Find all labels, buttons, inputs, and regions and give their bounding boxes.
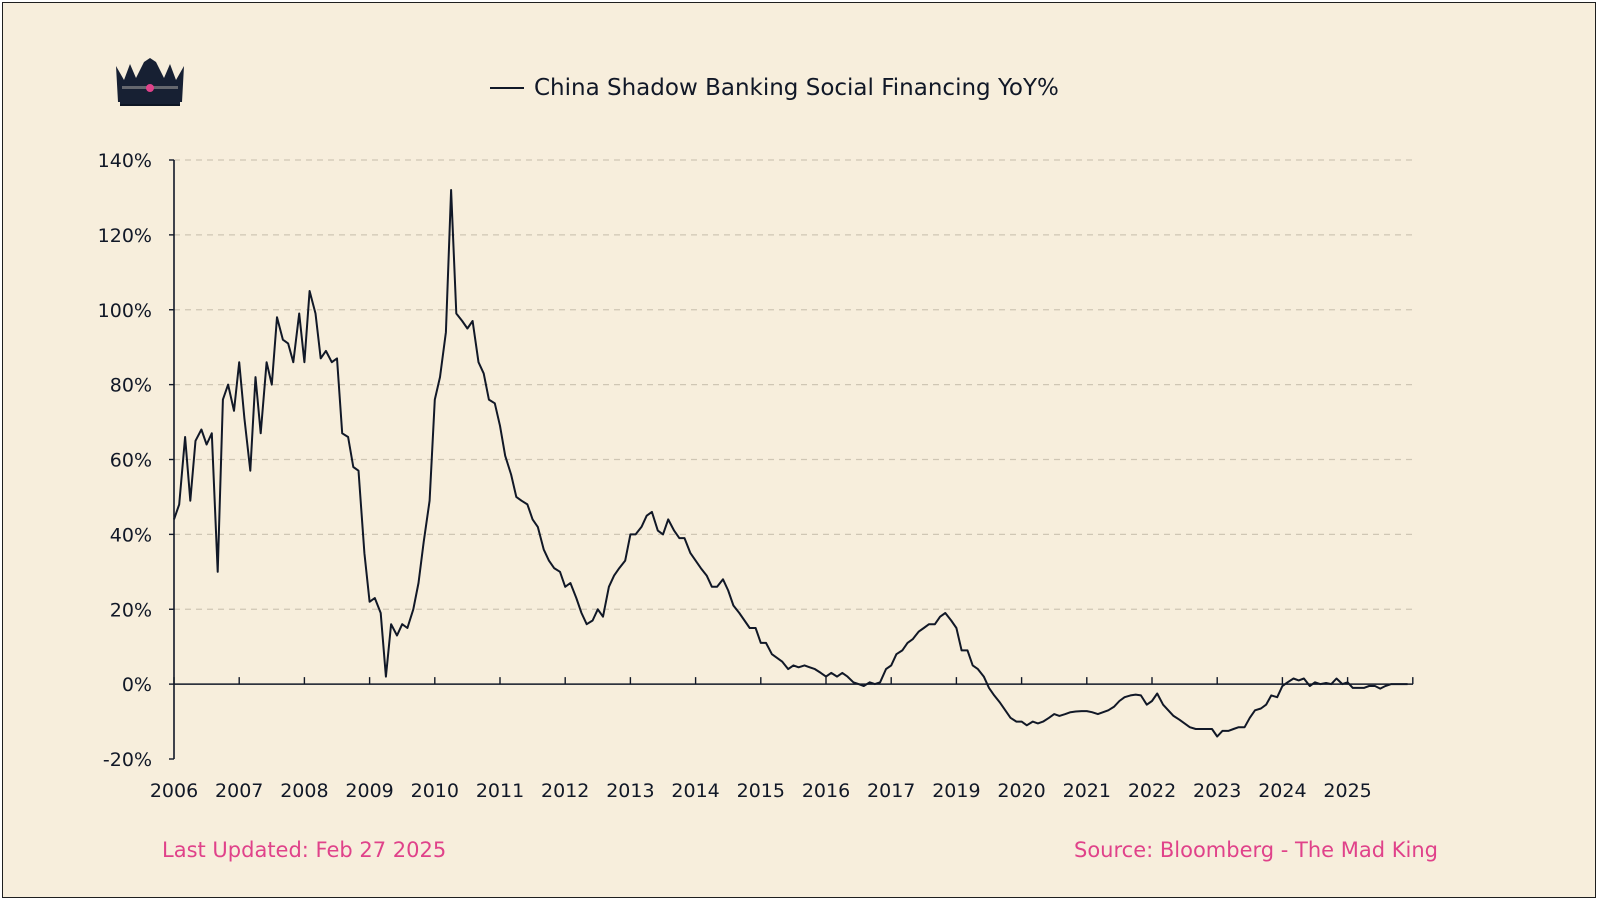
y-tick-label: 20% bbox=[110, 599, 152, 621]
x-tick-label: 2008 bbox=[280, 780, 328, 802]
x-tick-label: 2019 bbox=[932, 780, 980, 802]
x-tick-label: 2015 bbox=[737, 780, 785, 802]
y-tick-label: 0% bbox=[122, 674, 152, 696]
chart-legend: China Shadow Banking Social Financing Yo… bbox=[490, 70, 1059, 106]
x-tick-label: 2025 bbox=[1323, 780, 1371, 802]
x-tick-label: 2016 bbox=[802, 780, 850, 802]
x-tick-label: 2013 bbox=[606, 780, 654, 802]
x-tick-label: 2006 bbox=[150, 780, 198, 802]
y-tick-label: 60% bbox=[110, 450, 152, 472]
legend-swatch bbox=[490, 87, 524, 89]
x-tick-label: 2009 bbox=[345, 780, 393, 802]
x-tick-label: 2021 bbox=[1063, 780, 1111, 802]
x-tick-label: 2012 bbox=[541, 780, 589, 802]
x-tick-label: 2011 bbox=[476, 780, 524, 802]
last-updated-text: Last Updated: Feb 27 2025 bbox=[162, 838, 447, 862]
series-line bbox=[173, 189, 1408, 738]
y-tick-label: -20% bbox=[103, 749, 152, 771]
y-tick-label: 80% bbox=[110, 375, 152, 397]
legend-label: China Shadow Banking Social Financing Yo… bbox=[534, 75, 1059, 101]
x-tick-label: 2010 bbox=[411, 780, 459, 802]
x-tick-label: 2022 bbox=[1128, 780, 1176, 802]
x-tick-label: 2024 bbox=[1258, 780, 1306, 802]
y-tick-label: 100% bbox=[98, 300, 152, 322]
x-tick-label: 2014 bbox=[671, 780, 719, 802]
y-tick-label: 40% bbox=[110, 524, 152, 546]
x-tick-label: 2020 bbox=[997, 780, 1045, 802]
crown-icon bbox=[116, 58, 184, 106]
y-tick-label: 120% bbox=[98, 225, 152, 247]
x-tick-label: 2017 bbox=[867, 780, 915, 802]
source-text: Source: Bloomberg - The Mad King bbox=[1073, 838, 1438, 862]
x-tick-label: 2007 bbox=[215, 780, 263, 802]
y-tick-label: 140% bbox=[98, 150, 152, 172]
x-tick-label: 2023 bbox=[1193, 780, 1241, 802]
